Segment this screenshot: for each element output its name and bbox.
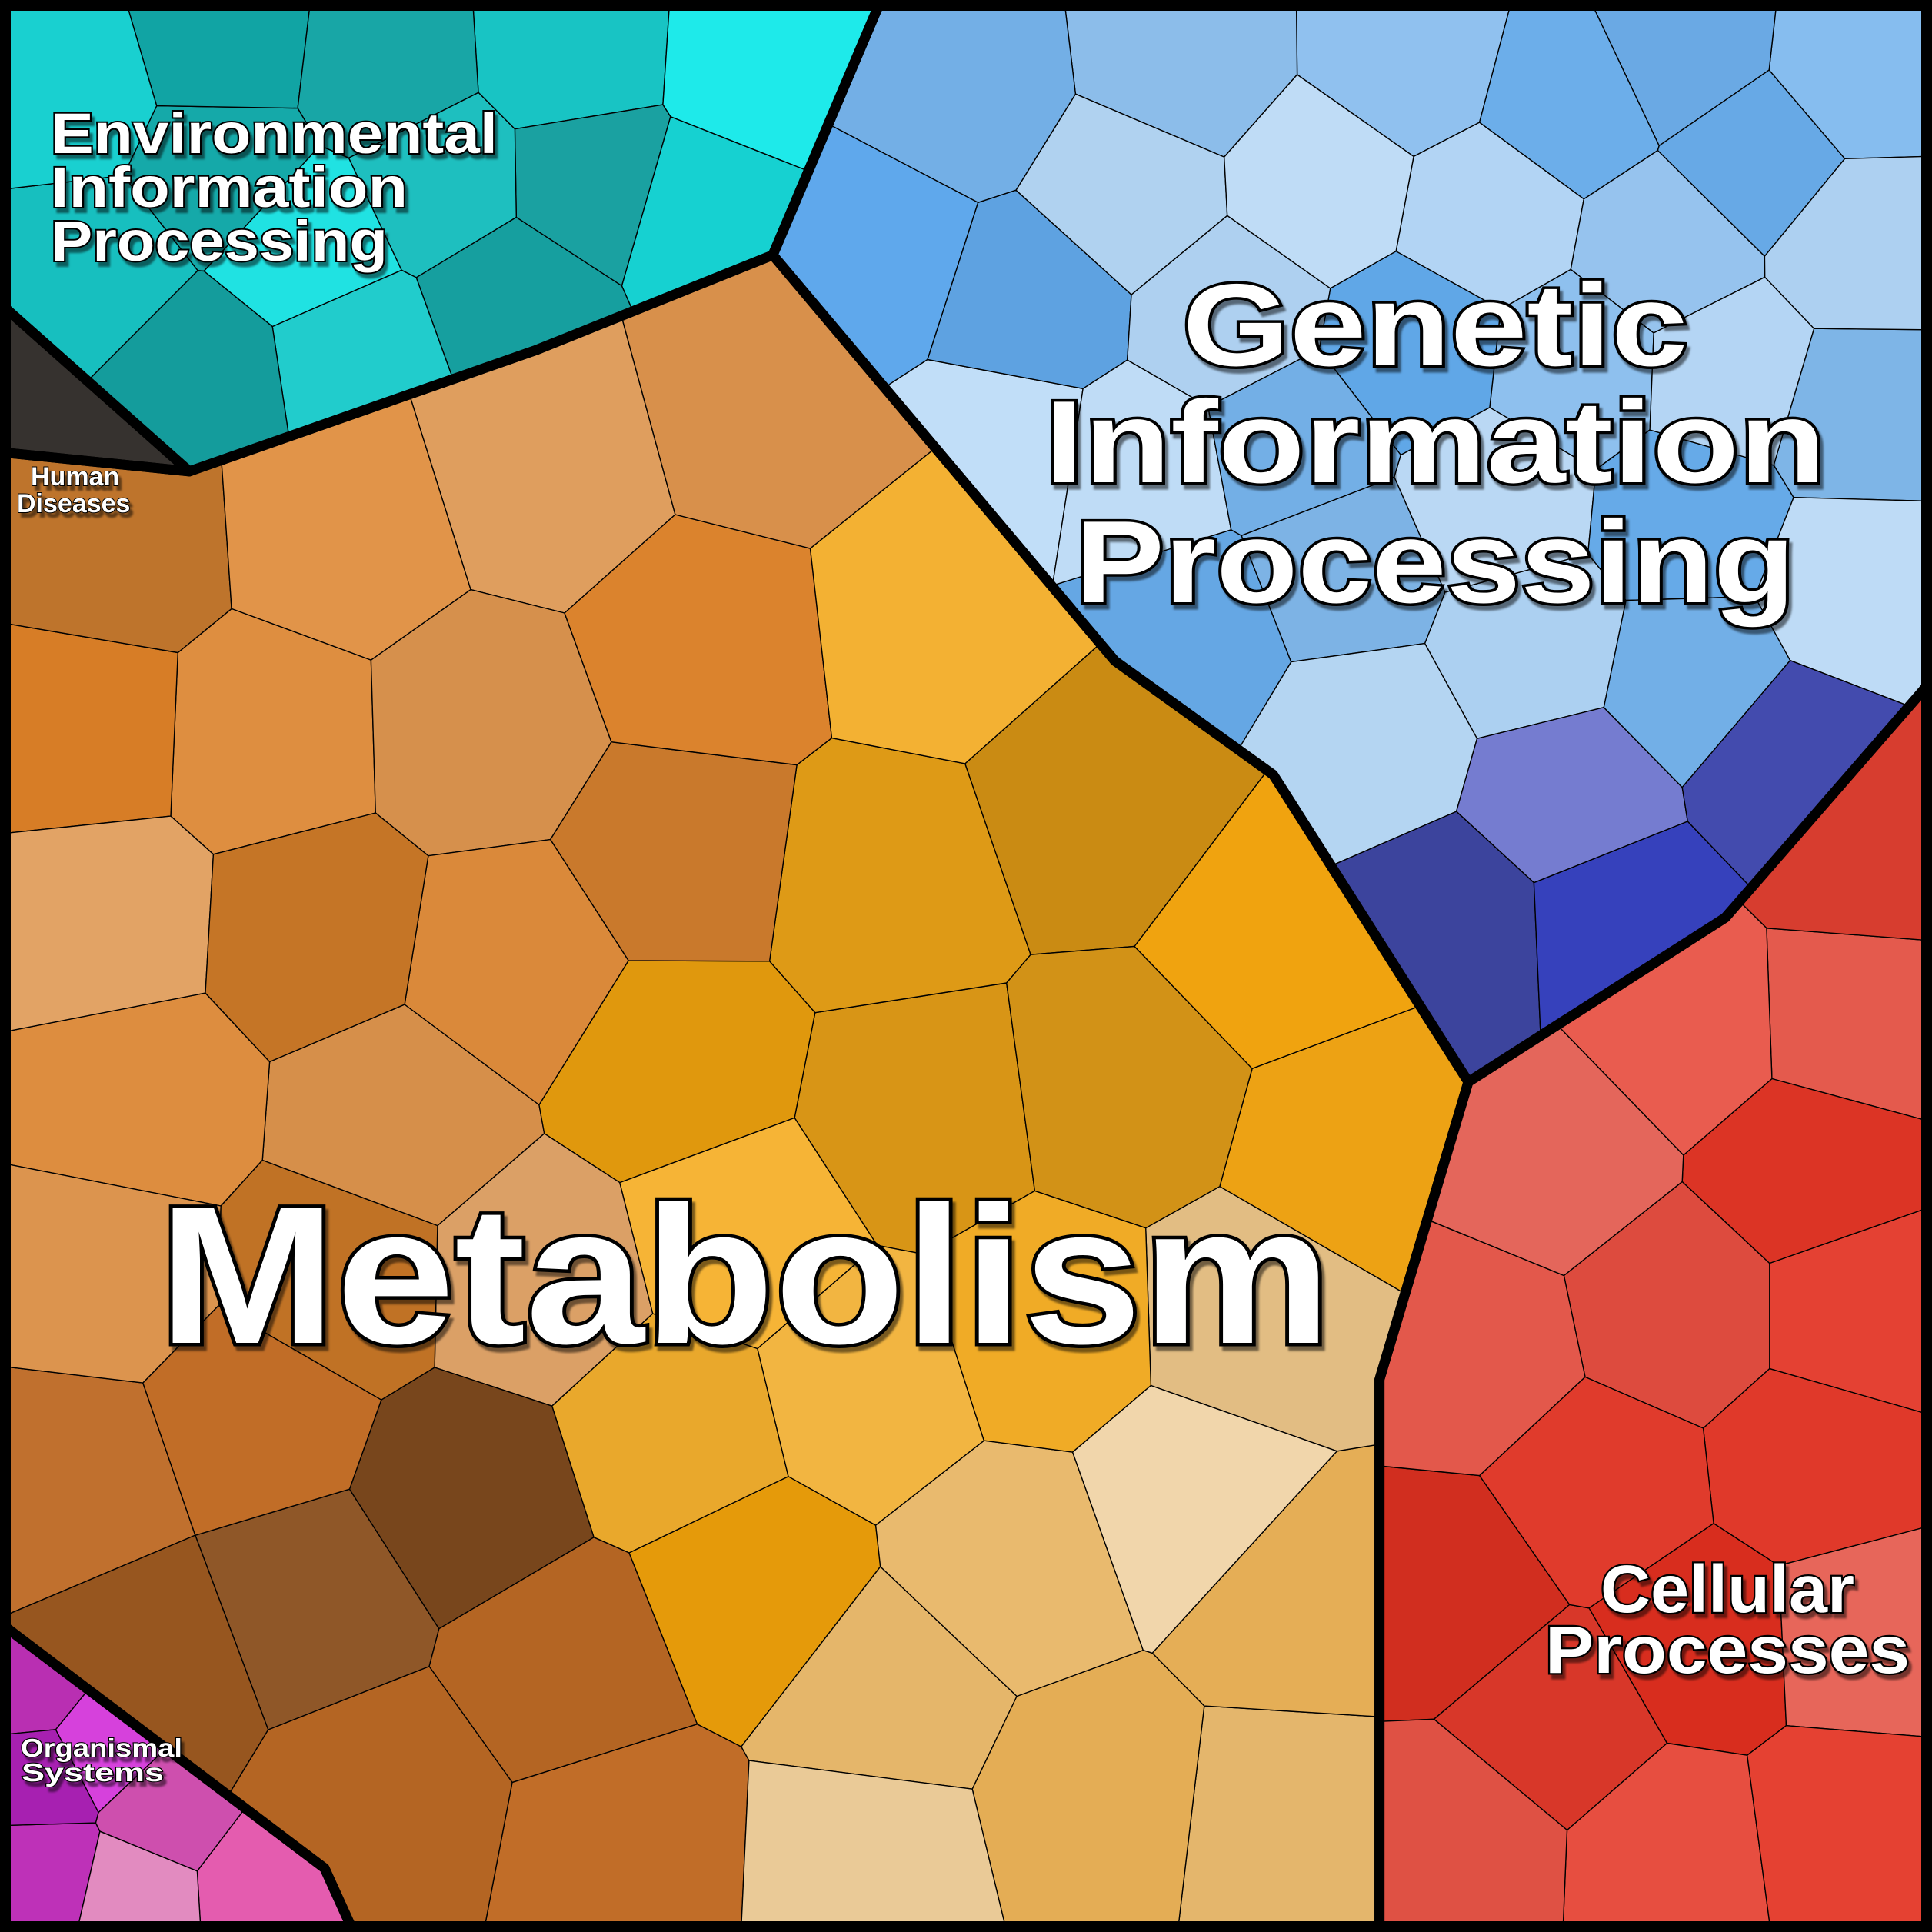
svg-text:Processes: Processes	[1545, 1613, 1910, 1687]
svg-text:Information: Information	[1044, 377, 1826, 508]
svg-text:Metabolism: Metabolism	[158, 1166, 1331, 1385]
svg-text:Processing: Processing	[1075, 497, 1795, 628]
svg-text:Systems: Systems	[22, 1758, 164, 1787]
svg-text:Genetic: Genetic	[1183, 260, 1688, 391]
svg-text:Processing: Processing	[51, 209, 388, 273]
svg-text:Human: Human	[31, 462, 119, 491]
svg-text:Diseases: Diseases	[17, 489, 130, 518]
